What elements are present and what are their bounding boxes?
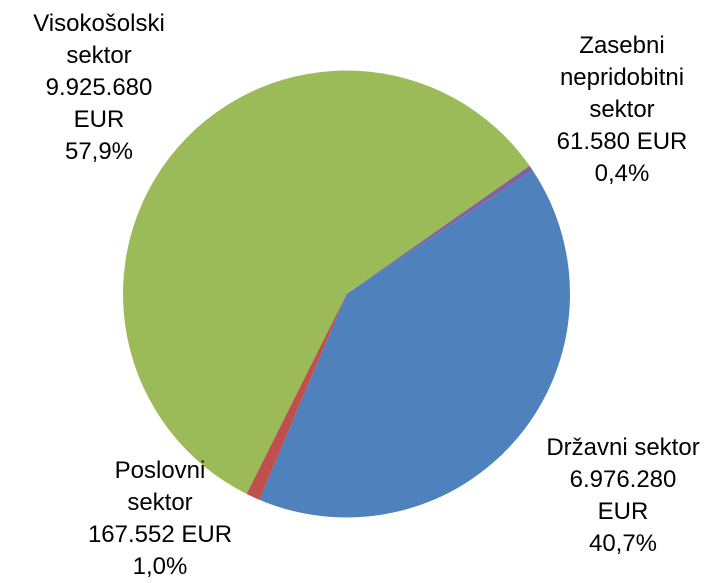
amount-label: 9.925.680 EUR [45, 74, 153, 133]
slice-label: Zasebni nepridobitni sektor 61.580 EUR 0… [557, 30, 688, 190]
slice-label: Visokošolski sektor 9.925.680 EUR 57,9% [33, 8, 165, 168]
value-label: 0,4% [594, 160, 650, 187]
pie-slice [346, 165, 533, 294]
amount-label: 61.580 EUR [556, 128, 688, 155]
value-label: 57,9% [64, 138, 134, 165]
value-label: 40,7% [588, 530, 658, 557]
amount-label: 167.552 EUR [87, 521, 233, 548]
pie-slice [123, 70, 530, 494]
pie-slice [246, 294, 347, 500]
slice-label: Poslovni sektor 167.552 EUR 1,0% [88, 455, 232, 583]
amount-label: 6.976.280 EUR [569, 466, 677, 525]
category-label: Državni sektor [546, 434, 700, 461]
value-label: 1,0% [132, 553, 188, 580]
pie-slice [259, 170, 570, 518]
category-label: Zasebni nepridobitni sektor [559, 32, 685, 123]
category-label: Poslovni sektor [114, 457, 206, 516]
slice-label: Državni sektor 6.976.280 EUR 40,7% [546, 432, 699, 560]
category-label: Visokošolski sektor [33, 10, 165, 69]
